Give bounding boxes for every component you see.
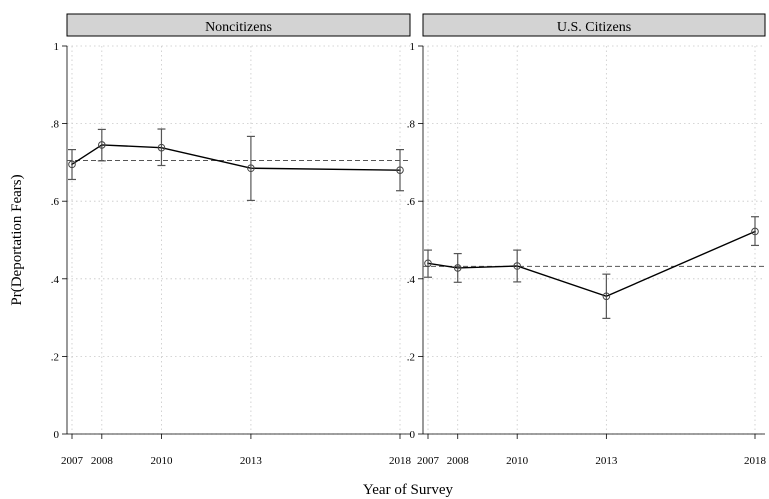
- panel-header: [66, 13, 411, 37]
- data-point: [453, 264, 462, 272]
- data-point: [602, 292, 611, 301]
- y-tick-label: .6: [407, 196, 416, 208]
- y-tick-label: .4: [407, 274, 416, 286]
- y-tick-label: 0: [410, 429, 416, 441]
- data-point: [98, 141, 106, 149]
- data-point: [396, 166, 404, 174]
- data-point-center: [250, 167, 252, 170]
- panel-noncitizens: Noncitizens 0 .2 .4 .6 .8 1 2007 2008 2010 2013 201…: [51, 13, 412, 467]
- panel-us-citizens: U.S. Citizens 0 .2 .4 .6 .8 1 2007 2008 2010 2013 2…: [407, 13, 767, 467]
- x-tick-label: 2007: [61, 455, 84, 467]
- x-tick-label: 2013: [240, 455, 263, 467]
- x-tick-label: 2007: [417, 455, 440, 467]
- data-point: [68, 160, 76, 169]
- data-point-center: [605, 295, 608, 298]
- data-point: [751, 227, 759, 236]
- data-point-center: [754, 230, 756, 233]
- data-point: [513, 262, 521, 270]
- y-tick-label: .2: [407, 351, 415, 363]
- x-tick-label: 2010: [150, 455, 173, 467]
- y-tick-label: .4: [51, 274, 60, 286]
- panel-header: [422, 13, 766, 37]
- y-tick-label: 1: [410, 41, 416, 53]
- data-point-center: [516, 265, 519, 267]
- data-point-center: [456, 267, 459, 269]
- x-tick-label: 2008: [447, 455, 470, 467]
- data-point-center: [427, 262, 429, 265]
- x-axis-title: Year of Survey: [363, 482, 454, 498]
- x-tick-label: 2018: [389, 455, 412, 467]
- x-tick-label: 2010: [506, 455, 529, 467]
- y-tick-label: .6: [51, 196, 60, 208]
- data-point: [157, 143, 166, 152]
- y-tick-label: 0: [54, 429, 60, 441]
- y-tick-label: .8: [407, 119, 416, 131]
- y-tick-label: .8: [51, 119, 60, 131]
- data-point-center: [100, 144, 103, 146]
- data-point-center: [71, 163, 73, 166]
- data-point-center: [160, 146, 163, 149]
- data-point: [424, 259, 432, 268]
- panels-layer: Noncitizens 0 .2 .4 .6 .8 1 2007 2008 2010 2013 201…: [51, 13, 767, 467]
- panel-title: U.S. Citizens: [557, 20, 631, 35]
- y-tick-label: .2: [51, 351, 59, 363]
- x-tick-label: 2018: [744, 455, 767, 467]
- y-axis-title: Pr(Deportation Fears): [9, 174, 25, 305]
- data-point-center: [399, 169, 401, 172]
- panel-title: Noncitizens: [205, 20, 272, 35]
- x-tick-label: 2013: [595, 455, 618, 467]
- x-tick-label: 2008: [91, 455, 114, 467]
- series-line: [71, 144, 401, 171]
- series-line: [427, 230, 756, 298]
- data-point: [247, 164, 255, 173]
- y-tick-label: 1: [54, 41, 60, 53]
